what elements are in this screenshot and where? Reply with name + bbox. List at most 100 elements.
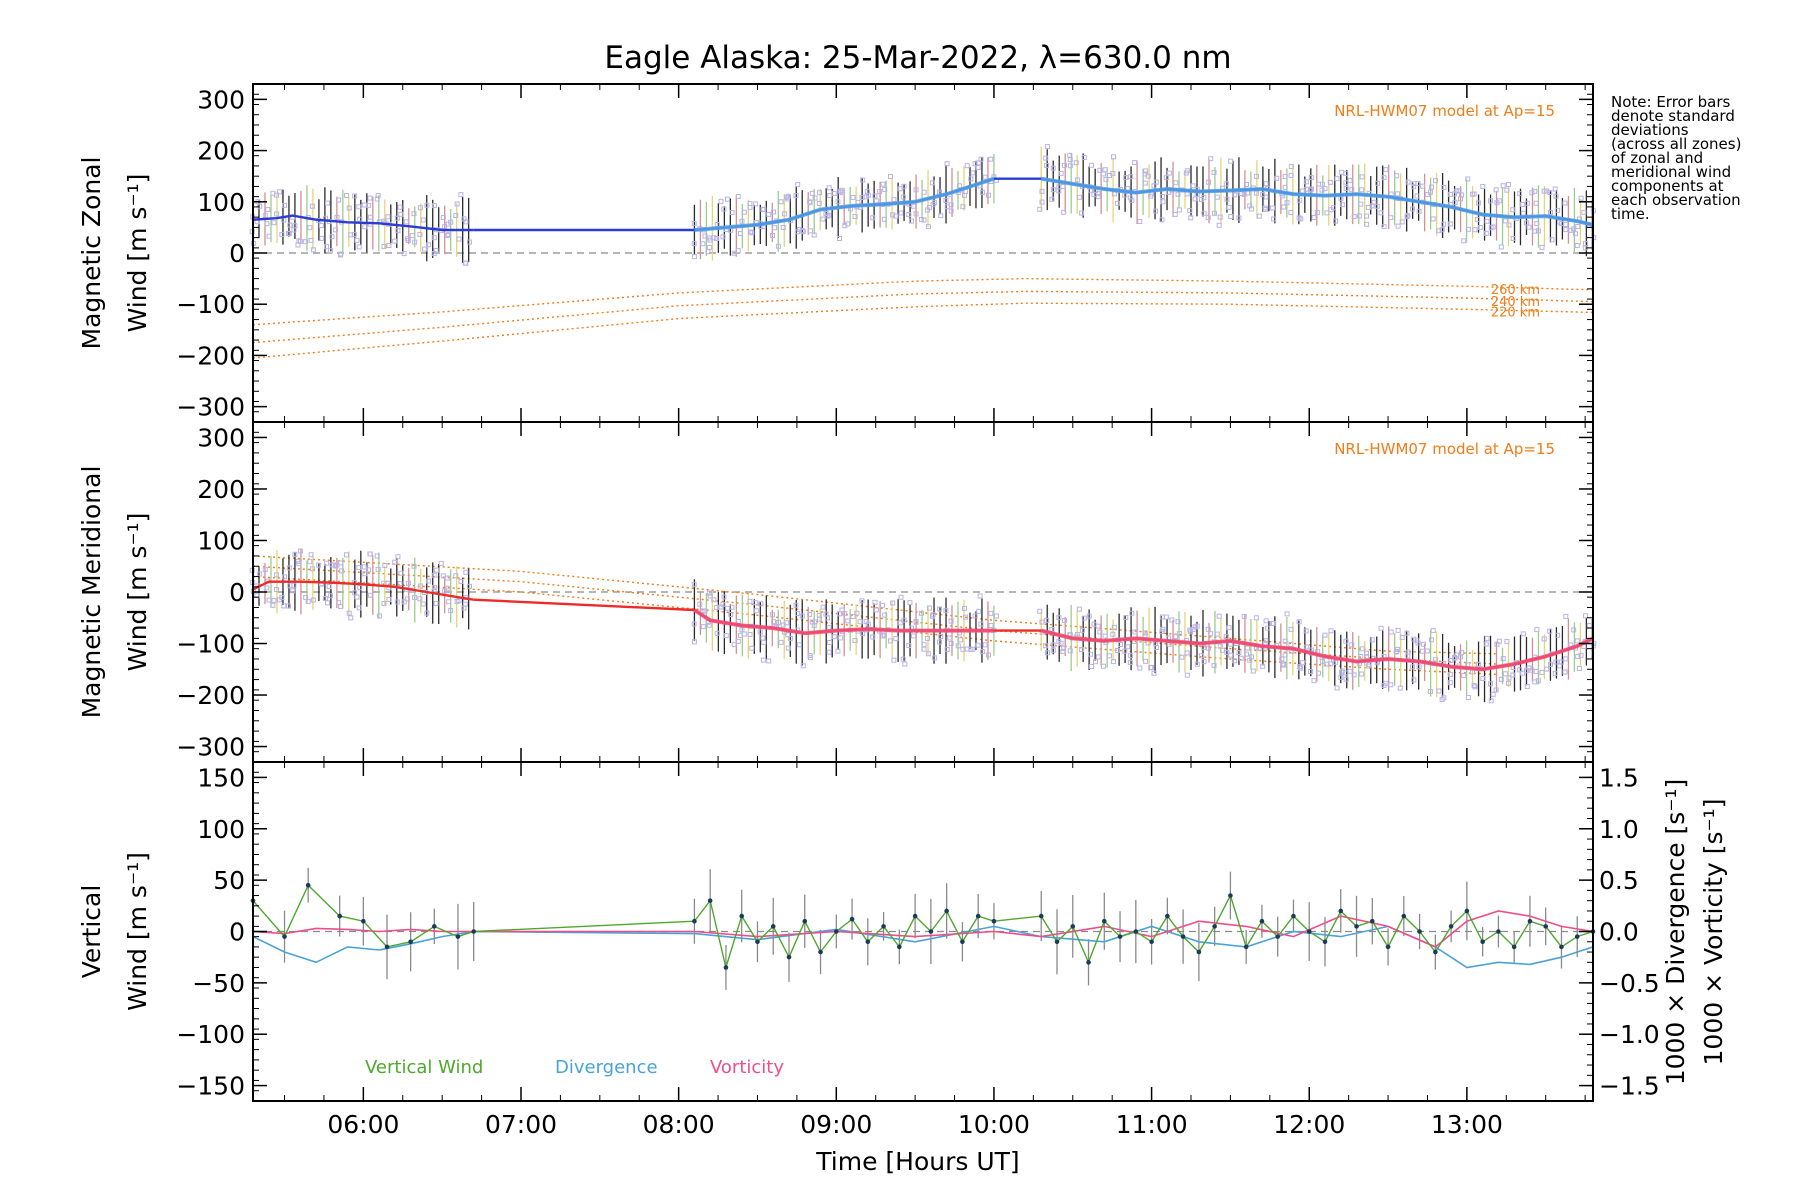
- y-tick-label: 100: [197, 526, 245, 555]
- zone-point: [691, 621, 697, 627]
- zone-point: [1436, 688, 1442, 694]
- zone-point: [361, 202, 367, 208]
- zone-point: [333, 227, 339, 233]
- zone-point: [972, 613, 978, 619]
- zone-point: [820, 604, 826, 610]
- zone-point: [1142, 180, 1148, 186]
- zone-point: [1271, 216, 1277, 222]
- zone-point: [880, 181, 886, 187]
- zone-point: [1494, 200, 1500, 206]
- zone-point: [1383, 680, 1389, 686]
- zone-point: [907, 600, 913, 606]
- zone-point: [382, 563, 388, 569]
- zone-point: [1524, 200, 1530, 206]
- zone-point: [921, 642, 927, 648]
- zone-point: [976, 608, 982, 614]
- zone-point: [385, 214, 391, 220]
- zone-point: [898, 210, 904, 216]
- zone-point: [323, 560, 329, 566]
- zone-point: [1050, 165, 1056, 171]
- zone-point: [1060, 648, 1066, 654]
- zone-point: [1228, 652, 1234, 658]
- right-axis-tick-label: 0.0: [1599, 918, 1639, 947]
- zone-point: [1175, 191, 1181, 197]
- zone-point: [333, 563, 339, 569]
- x-tick-labels: 06:00 07:00 08:00 09:00 10:00 11:00 12:00 13:00: [327, 1110, 1503, 1139]
- x-tick-label: 12:00: [1273, 1110, 1345, 1139]
- vertical-wind-point: [755, 939, 760, 945]
- zone-point: [1529, 190, 1535, 196]
- zone-point: [739, 218, 745, 224]
- zone-point: [1076, 606, 1082, 612]
- zone-point: [287, 222, 293, 228]
- zone-point: [795, 611, 801, 617]
- zone-point: [266, 233, 272, 239]
- zone-point: [820, 216, 826, 222]
- y-tick-label: 300: [197, 85, 245, 114]
- zone-point: [1125, 644, 1131, 650]
- zone-point: [1506, 222, 1512, 228]
- zone-point: [980, 189, 986, 195]
- zone-point: [1166, 170, 1172, 176]
- zone-point: [326, 583, 332, 589]
- zone-point: [271, 220, 277, 226]
- zone-point: [274, 572, 280, 578]
- zone-point: [887, 174, 893, 180]
- zone-point: [1039, 188, 1045, 194]
- zone-point: [1541, 636, 1547, 642]
- zone-point: [1122, 648, 1128, 654]
- zone-point: [456, 236, 462, 242]
- zone-point: [1297, 664, 1303, 670]
- vertical-wind-point: [1306, 929, 1312, 934]
- zone-point: [305, 599, 311, 605]
- zone-point: [1111, 624, 1117, 630]
- zone-point: [785, 645, 791, 651]
- zone-point: [1524, 684, 1530, 690]
- zone-point: [453, 573, 459, 579]
- zone-point: [1319, 181, 1325, 187]
- zone-point: [467, 239, 473, 245]
- zone-point: [285, 603, 291, 609]
- zone-point: [1383, 167, 1389, 173]
- zone-point: [1343, 638, 1349, 644]
- zone-point: [800, 663, 806, 669]
- zone-point: [1471, 191, 1477, 197]
- zone-point: [1581, 209, 1587, 215]
- vertical-wind-point: [431, 924, 437, 929]
- zone-point: [936, 606, 942, 612]
- zone-point: [282, 202, 288, 208]
- zone-point: [1253, 173, 1259, 179]
- zone-point: [453, 213, 459, 219]
- zone-point: [431, 235, 437, 241]
- zone-point: [404, 596, 410, 602]
- zone-point: [932, 655, 938, 661]
- zone-point: [1322, 186, 1328, 192]
- zone-point: [310, 597, 316, 603]
- zone-point: [1095, 194, 1101, 200]
- zone-point: [738, 230, 744, 236]
- zone-point: [723, 633, 729, 639]
- zone-point: [1397, 685, 1403, 691]
- zone-point: [1520, 631, 1526, 637]
- zone-point: [1327, 179, 1333, 185]
- zone-point: [891, 657, 897, 663]
- zone-point: [911, 633, 917, 639]
- zone-point: [264, 585, 270, 591]
- zone-point: [1553, 659, 1559, 665]
- vertical-wind-point: [1086, 960, 1091, 965]
- zone-point: [1089, 663, 1095, 669]
- chart-title: Eagle Alaska: 25-Mar-2022, λ=630.0 nm: [604, 40, 1231, 76]
- zone-point: [721, 594, 727, 600]
- zone-point: [958, 637, 964, 643]
- zone-point: [1327, 661, 1333, 667]
- zone-point: [1061, 645, 1067, 651]
- zone-point: [1490, 691, 1496, 697]
- model-curve-240-km: [252, 565, 1499, 665]
- zone-point: [1568, 227, 1574, 233]
- zone-point: [870, 215, 876, 221]
- zone-point: [1296, 619, 1302, 625]
- zone-point: [1205, 215, 1211, 221]
- zone-point: [279, 231, 285, 237]
- zone-point: [1056, 188, 1062, 194]
- zone-point: [753, 608, 759, 614]
